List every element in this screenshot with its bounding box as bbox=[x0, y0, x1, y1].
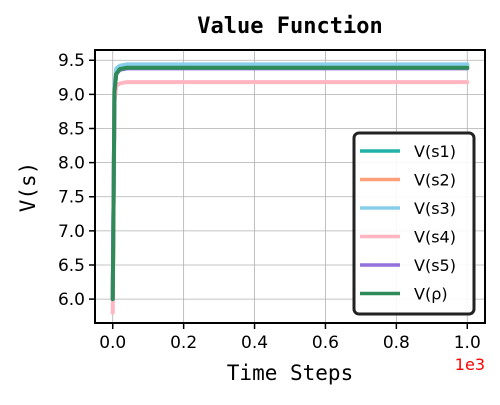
legend-label: V(s4) bbox=[414, 228, 456, 247]
y-tick-label: 8.5 bbox=[58, 119, 85, 139]
x-tick-label: 0.4 bbox=[241, 333, 268, 353]
y-tick-label: 6.0 bbox=[58, 290, 85, 310]
y-tick-label: 7.0 bbox=[58, 222, 85, 242]
chart-title: Value Function bbox=[197, 14, 382, 39]
x-tick-label: 0.8 bbox=[383, 333, 410, 353]
x-tick-label: 1.0 bbox=[454, 333, 481, 353]
x-tick-label: 0.2 bbox=[170, 333, 197, 353]
legend-label: V(s3) bbox=[414, 199, 456, 218]
y-tick-label: 9.0 bbox=[58, 85, 85, 105]
legend: V(s1) V(s2) V(s3) V(s4) V(s5) V(ρ) bbox=[352, 131, 476, 316]
y-axis-ticks: 6.0 6.5 7.0 7.5 8.0 8.5 9.0 9.5 bbox=[58, 51, 95, 310]
y-axis-label: V(s) bbox=[16, 162, 40, 213]
legend-label: V(s5) bbox=[414, 256, 456, 275]
legend-items: V(s1) V(s2) V(s3) V(s4) V(s5) V(ρ) bbox=[360, 142, 456, 304]
series-line-v bbox=[110, 65, 470, 302]
x-axis-offset-label: 1e3 bbox=[455, 355, 485, 374]
plot-frame bbox=[94, 49, 486, 324]
series-layer bbox=[110, 62, 470, 315]
legend-label: V(s1) bbox=[414, 142, 456, 161]
legend-label: V(s2) bbox=[414, 171, 456, 190]
x-axis-label: Time Steps bbox=[227, 361, 353, 385]
x-axis-ticks: 0.0 0.2 0.4 0.6 0.8 1.0 bbox=[99, 323, 481, 353]
y-tick-label: 7.5 bbox=[58, 188, 85, 208]
y-tick-label: 6.5 bbox=[58, 256, 85, 276]
legend-label: V(ρ) bbox=[414, 285, 448, 304]
y-tick-label: 9.5 bbox=[58, 51, 85, 71]
x-tick-label: 0.0 bbox=[99, 333, 126, 353]
x-tick-label: 0.6 bbox=[312, 333, 339, 353]
y-tick-label: 8.0 bbox=[58, 154, 85, 174]
